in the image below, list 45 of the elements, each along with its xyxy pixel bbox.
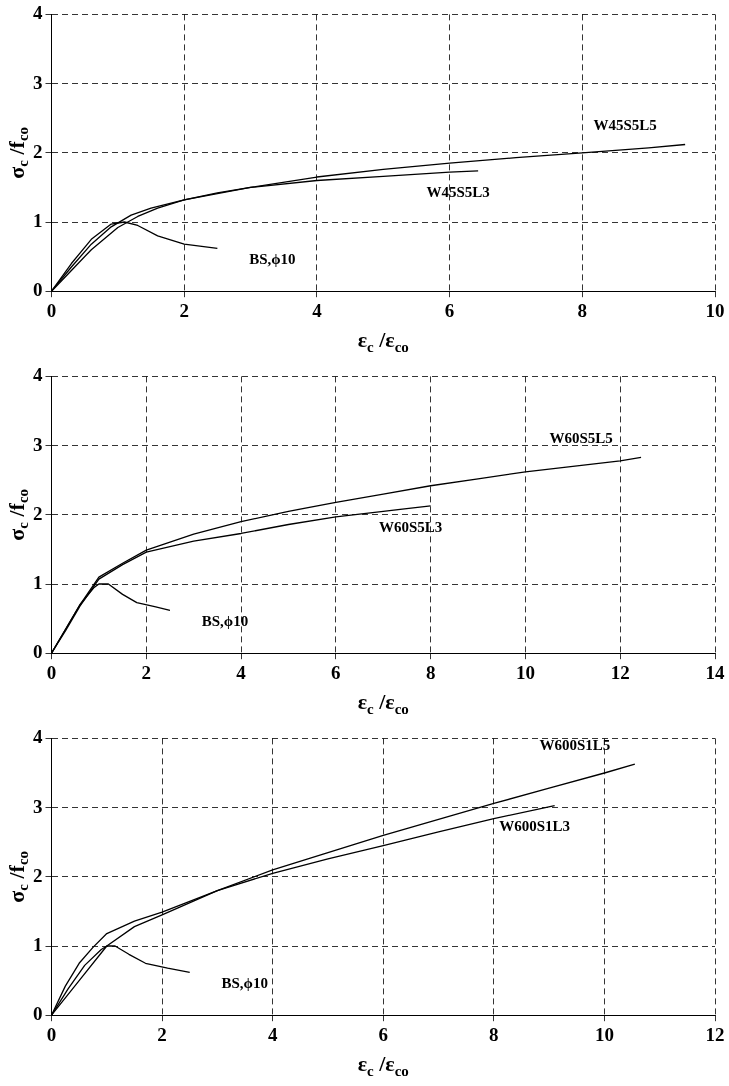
y-tick-label: 1: [33, 209, 43, 231]
y-tick-label: 3: [33, 433, 43, 455]
y-tick-label: 4: [33, 364, 43, 386]
x-tick-label: 12: [610, 661, 630, 683]
y-axis-title: σc /fco: [3, 126, 32, 179]
x-tick-label: 2: [141, 661, 152, 683]
x-tick-label: 4: [236, 661, 247, 683]
x-tick-label: 2: [157, 1023, 167, 1045]
x-tick-label: 10: [705, 299, 725, 321]
x-tick-label: 10: [515, 661, 535, 683]
series-label: W600S1L3: [499, 818, 571, 835]
x-tick-label: 6: [444, 299, 455, 321]
text: BS,ϕ10: [221, 975, 268, 992]
x-tick-label: 4: [267, 1023, 278, 1045]
x-tick-label: 8: [425, 661, 436, 683]
x-tick-label: 8: [489, 1023, 499, 1045]
x-tick-label: 8: [577, 299, 588, 321]
y-tick-label: 3: [33, 71, 43, 93]
x-tick-label: 6: [331, 661, 341, 683]
y-axis-title: σc /fco: [3, 850, 32, 903]
y-tick-label: 0: [33, 279, 43, 301]
x-tick-label: 2: [179, 299, 189, 321]
x-tick-label: 12: [705, 1023, 725, 1045]
text: BS,ϕ10: [249, 251, 296, 268]
text: BS,ϕ10: [201, 613, 249, 630]
series-label: W45S5L5: [593, 117, 657, 134]
x-tick-label: 10: [594, 1023, 614, 1045]
y-tick-label: 2: [33, 140, 43, 162]
y-tick-label: 4: [33, 2, 43, 24]
y-tick-label: 3: [33, 795, 43, 817]
y-tick-label: 0: [33, 641, 43, 663]
y-tick-label: 1: [33, 571, 43, 593]
y-tick-label: 4: [33, 726, 43, 748]
series-label: W45S5L3: [426, 183, 490, 200]
y-axis-title: σc /fco: [3, 488, 32, 541]
series-label: W60S5L5: [549, 430, 613, 447]
series-label: W600S1L5: [539, 736, 611, 753]
y-tick-label: 2: [33, 864, 43, 886]
x-tick-label: 14: [705, 661, 725, 683]
series-label: W60S5L3: [378, 518, 443, 535]
y-tick-label: 0: [33, 1003, 43, 1025]
y-tick-label: 1: [33, 933, 43, 955]
y-tick-label: 2: [33, 502, 43, 524]
x-tick-label: 4: [312, 299, 323, 321]
x-tick-label: 6: [378, 1023, 388, 1045]
